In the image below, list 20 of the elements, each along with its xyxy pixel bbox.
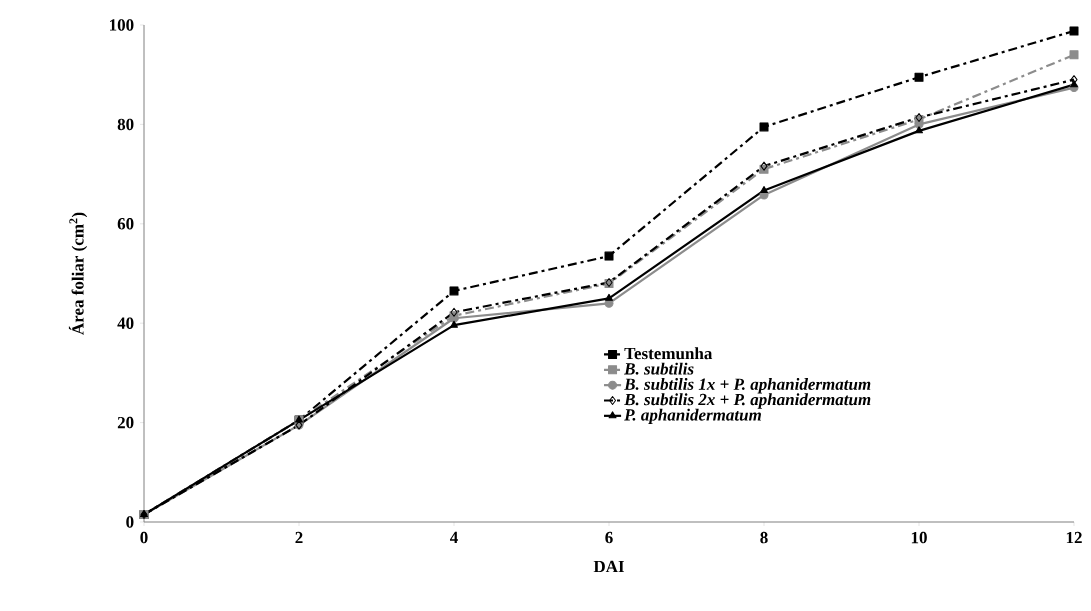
- legend-label: B. subtilis 1x + P. aphanidermatum: [624, 377, 871, 394]
- y-tick-label: 40: [117, 317, 134, 329]
- x-tick-label: 2: [295, 531, 303, 544]
- x-tick-label: 0: [140, 531, 148, 544]
- legend-label: B. subtilis: [624, 362, 694, 375]
- x-tick-label: 4: [449, 531, 458, 544]
- y-tick-label: 60: [117, 218, 134, 230]
- y-axis-title: Área foliar (cm$^{2}$): [68, 212, 88, 335]
- x-tick-label: 12: [1066, 531, 1082, 544]
- y-tick-label: 0: [126, 516, 134, 528]
- x-tick-label: 8: [760, 531, 768, 544]
- y-tick-label: 80: [117, 118, 134, 131]
- x-tick-label: 6: [605, 531, 613, 544]
- x-tick-label: 10: [911, 531, 927, 544]
- y-tick-label: 100: [110, 19, 134, 31]
- x-axis-title: DAI: [593, 560, 625, 573]
- y-tick-label: 20: [117, 416, 134, 429]
- legend-label: B. subtilis 2x + P. aphanidermatum: [624, 393, 871, 409]
- legend-label: P. aphanidermatum: [624, 408, 761, 425]
- legend-label: Testemunha: [624, 347, 713, 360]
